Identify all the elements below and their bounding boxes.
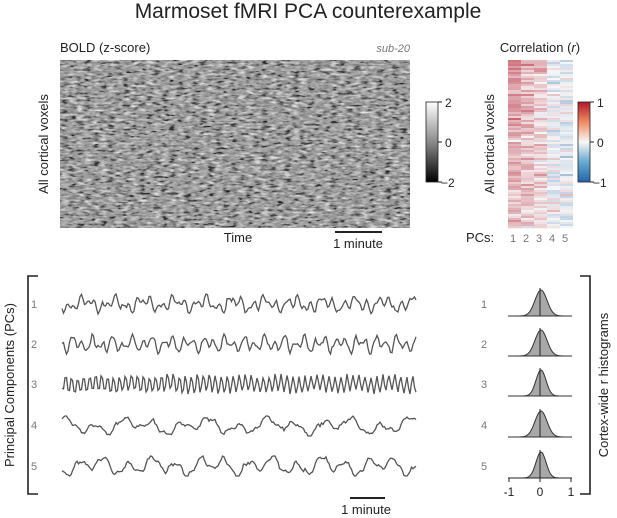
- pcs-axis-label: PCs:: [466, 230, 494, 245]
- hist-xtick-1: 1: [568, 485, 575, 499]
- bold-heatmap: [60, 60, 410, 228]
- corr-pc-tick-3: 3: [536, 233, 542, 245]
- corr-heatmap: [508, 60, 573, 229]
- hist-ylabel: Cortex-wide r histograms: [596, 312, 611, 457]
- pc-label-3: 3: [31, 379, 37, 391]
- corr-panel-label: Correlation (r): [500, 40, 580, 55]
- hist-label-2: 2: [481, 339, 487, 351]
- bold-cbar-tick-min: −2: [441, 176, 455, 190]
- pc-trace-3: [61, 373, 417, 396]
- bold-scalebar-label: 1 minute: [333, 236, 383, 251]
- pc-trace-5: [61, 454, 417, 477]
- hist-label-4: 4: [481, 420, 487, 432]
- subject-label: sub-20: [376, 43, 411, 55]
- corr-colorbar: [577, 101, 591, 183]
- corr-pc-tick-5: 5: [562, 233, 568, 245]
- pc-label-4: 4: [31, 420, 37, 432]
- hist-xtick-0: 0: [537, 485, 544, 499]
- corr-cbar-tick-min: −1: [593, 176, 607, 190]
- corr-pc-tick-4: 4: [549, 233, 555, 245]
- pcs-scalebar-label: 1 minute: [341, 502, 391, 517]
- hist-label-5: 5: [481, 461, 487, 473]
- corr-pc-tick-2: 2: [523, 233, 529, 245]
- figure-title: Marmoset fMRI PCA counterexample: [135, 0, 482, 23]
- bold-panel-label: BOLD (z-score): [60, 40, 150, 55]
- pc-trace-1: [61, 292, 417, 316]
- pc-label-2: 2: [31, 339, 37, 351]
- bold-cbar-tick-max: 2: [445, 96, 452, 110]
- hist-bracket: [580, 275, 591, 495]
- corr-pc-tick-1: 1: [510, 233, 516, 245]
- pc-label-5: 5: [31, 461, 37, 473]
- bold-ylabel: All cortical voxels: [36, 94, 51, 194]
- corr-cbar-tick-zero: 0: [597, 136, 604, 150]
- pcs-bracket: [27, 275, 38, 495]
- bold-colorbar: [425, 101, 439, 183]
- histograms: [508, 288, 572, 479]
- corr-cbar-tick-max: 1: [597, 96, 604, 110]
- pc-trace-4: [61, 415, 417, 437]
- hist-xtick-neg1: -1: [504, 485, 515, 499]
- corr-ylabel: All cortical voxels: [482, 94, 497, 194]
- hist-label-1: 1: [481, 299, 487, 311]
- hist-label-3: 3: [481, 379, 487, 391]
- pcs-ylabel: Principal Components (PCs): [2, 303, 17, 467]
- bold-cbar-tick-zero: 0: [445, 136, 452, 150]
- pc-trace-2: [61, 332, 417, 356]
- bold-xlabel: Time: [224, 230, 252, 245]
- pc-label-1: 1: [31, 299, 37, 311]
